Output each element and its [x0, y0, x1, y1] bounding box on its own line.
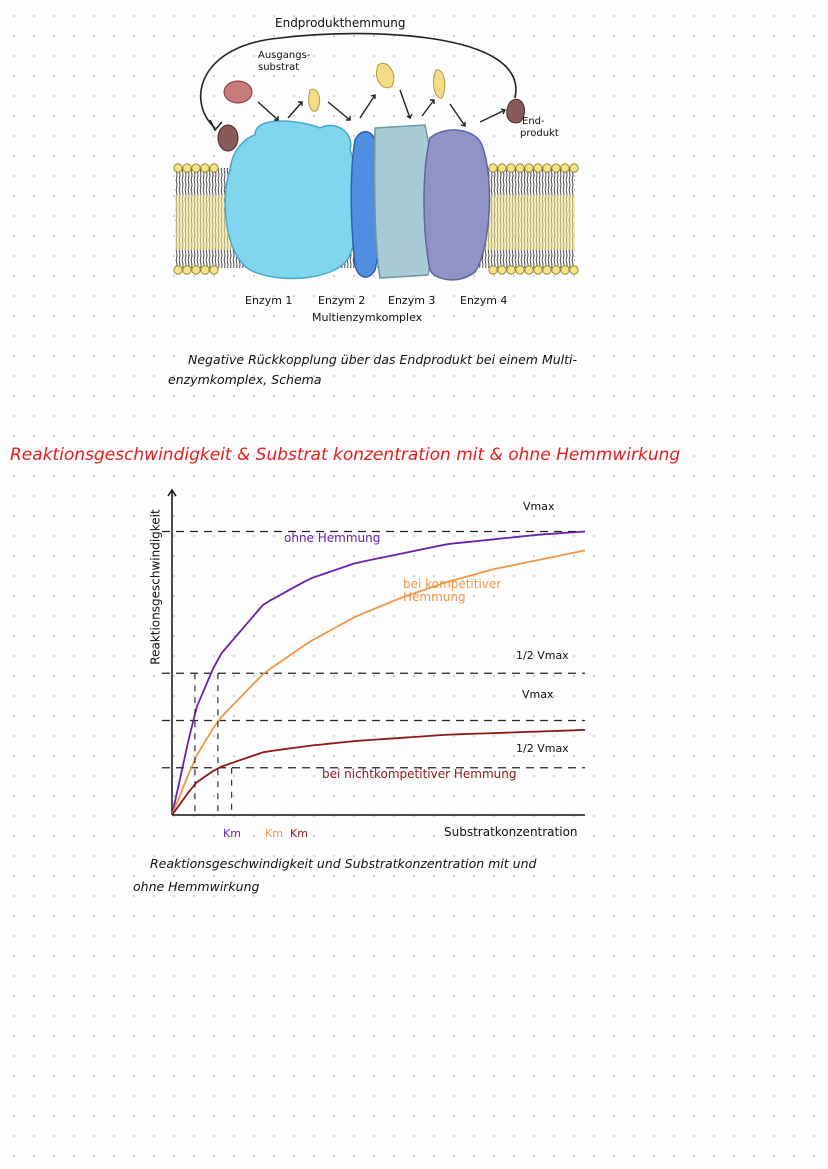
- lipid-head: [191, 265, 201, 275]
- reaction-rate-chart: [162, 488, 586, 816]
- enzyme-2-shape: [350, 131, 381, 278]
- enzyme-1-shape: [224, 120, 359, 280]
- figure1-caption-line1: Negative Rückkopplung über das Endproduk…: [188, 352, 578, 367]
- lipid-head: [506, 163, 516, 173]
- lipid-head: [200, 163, 210, 173]
- product-label-2: produkt: [520, 128, 559, 139]
- series-label-nichtkompetitiv: bei nichtkompetitiver Hemmung: [322, 767, 517, 781]
- enzyme-2-label: Enzym 2: [318, 294, 366, 307]
- lipid-head: [173, 265, 183, 275]
- substrate-bound: [217, 124, 239, 152]
- lipid-head: [497, 265, 507, 275]
- intermediate-1: [308, 88, 321, 112]
- series-line: [171, 549, 586, 816]
- multienzyme-complex-diagram: [173, 32, 579, 281]
- lipid-head: [551, 163, 561, 173]
- lipid-head: [560, 163, 570, 173]
- lipid-head: [569, 163, 579, 173]
- series-line: [171, 729, 586, 816]
- section-heading: Reaktionsgeschwindigkeit & Substrat konz…: [10, 445, 681, 465]
- ref-label-half-vmax-nk: 1/2 Vmax: [516, 742, 569, 755]
- reaction-arrows: [257, 89, 507, 127]
- lipid-head: [524, 265, 534, 275]
- series-label-ohne: ohne Hemmung: [284, 531, 381, 545]
- km-label-3: Km: [290, 827, 308, 840]
- lipid-head: [209, 265, 219, 275]
- lipid-head: [542, 163, 552, 173]
- y-axis-label: Reaktionsgeschwindigkeit: [148, 509, 163, 665]
- lipid-head: [209, 163, 219, 173]
- lipid-head: [488, 265, 498, 275]
- y-axis-arrow: [167, 488, 177, 497]
- figure1-caption-line2: enzymkomplex, Schema: [168, 372, 322, 387]
- intermediate-2: [376, 62, 395, 89]
- lipid-head: [173, 163, 183, 173]
- lipid-head: [506, 265, 516, 275]
- km-label-1: Km: [223, 827, 241, 840]
- lipid-head: [560, 265, 570, 275]
- lipid-head: [191, 163, 201, 173]
- product-label-1: End-: [522, 116, 545, 127]
- lipid-head: [515, 163, 525, 173]
- lipid-head: [182, 265, 192, 275]
- lipid-head: [542, 265, 552, 275]
- chart-caption-line2: ohne Hemmwirkung: [133, 879, 260, 894]
- x-axis-label: Substratkonzentration: [444, 825, 578, 839]
- ref-label-vmax: Vmax: [523, 500, 555, 513]
- substrate-label-2: substrat: [258, 62, 300, 73]
- ref-label-vmax-nk: Vmax: [522, 688, 554, 701]
- lipid-head: [515, 265, 525, 275]
- km-label-2: Km: [265, 827, 283, 840]
- lipid-head: [524, 163, 534, 173]
- substrate-molecule: [223, 80, 253, 104]
- enzyme-3-label: Enzym 3: [388, 294, 436, 307]
- ref-label-half-vmax: 1/2 Vmax: [516, 649, 569, 662]
- lipid-head: [488, 163, 498, 173]
- lipid-head: [497, 163, 507, 173]
- series-label-kompetitiv: bei kompetitiver Hemmung: [403, 577, 502, 604]
- substrate-label-1: Ausgangs-: [258, 50, 311, 61]
- chart-caption-line1: Reaktionsgeschwindigkeit und Substratkon…: [150, 856, 537, 871]
- lipid-head: [182, 163, 192, 173]
- enzyme-4-shape: [423, 129, 491, 281]
- lipid-head: [569, 265, 579, 275]
- enzyme-4-label: Enzym 4: [460, 294, 508, 307]
- feedback-label: Endprodukthemmung: [275, 16, 406, 30]
- lipid-head: [533, 163, 543, 173]
- lipid-head: [533, 265, 543, 275]
- feedback-arrow: [199, 32, 517, 129]
- end-product-molecule: [506, 99, 525, 124]
- enzyme-1-label: Enzym 1: [245, 294, 293, 307]
- series-line: [171, 530, 586, 816]
- lipid-head: [551, 265, 561, 275]
- lipid-head: [200, 265, 210, 275]
- intermediate-3: [433, 69, 446, 99]
- complex-label: Multienzymkomplex: [312, 311, 423, 324]
